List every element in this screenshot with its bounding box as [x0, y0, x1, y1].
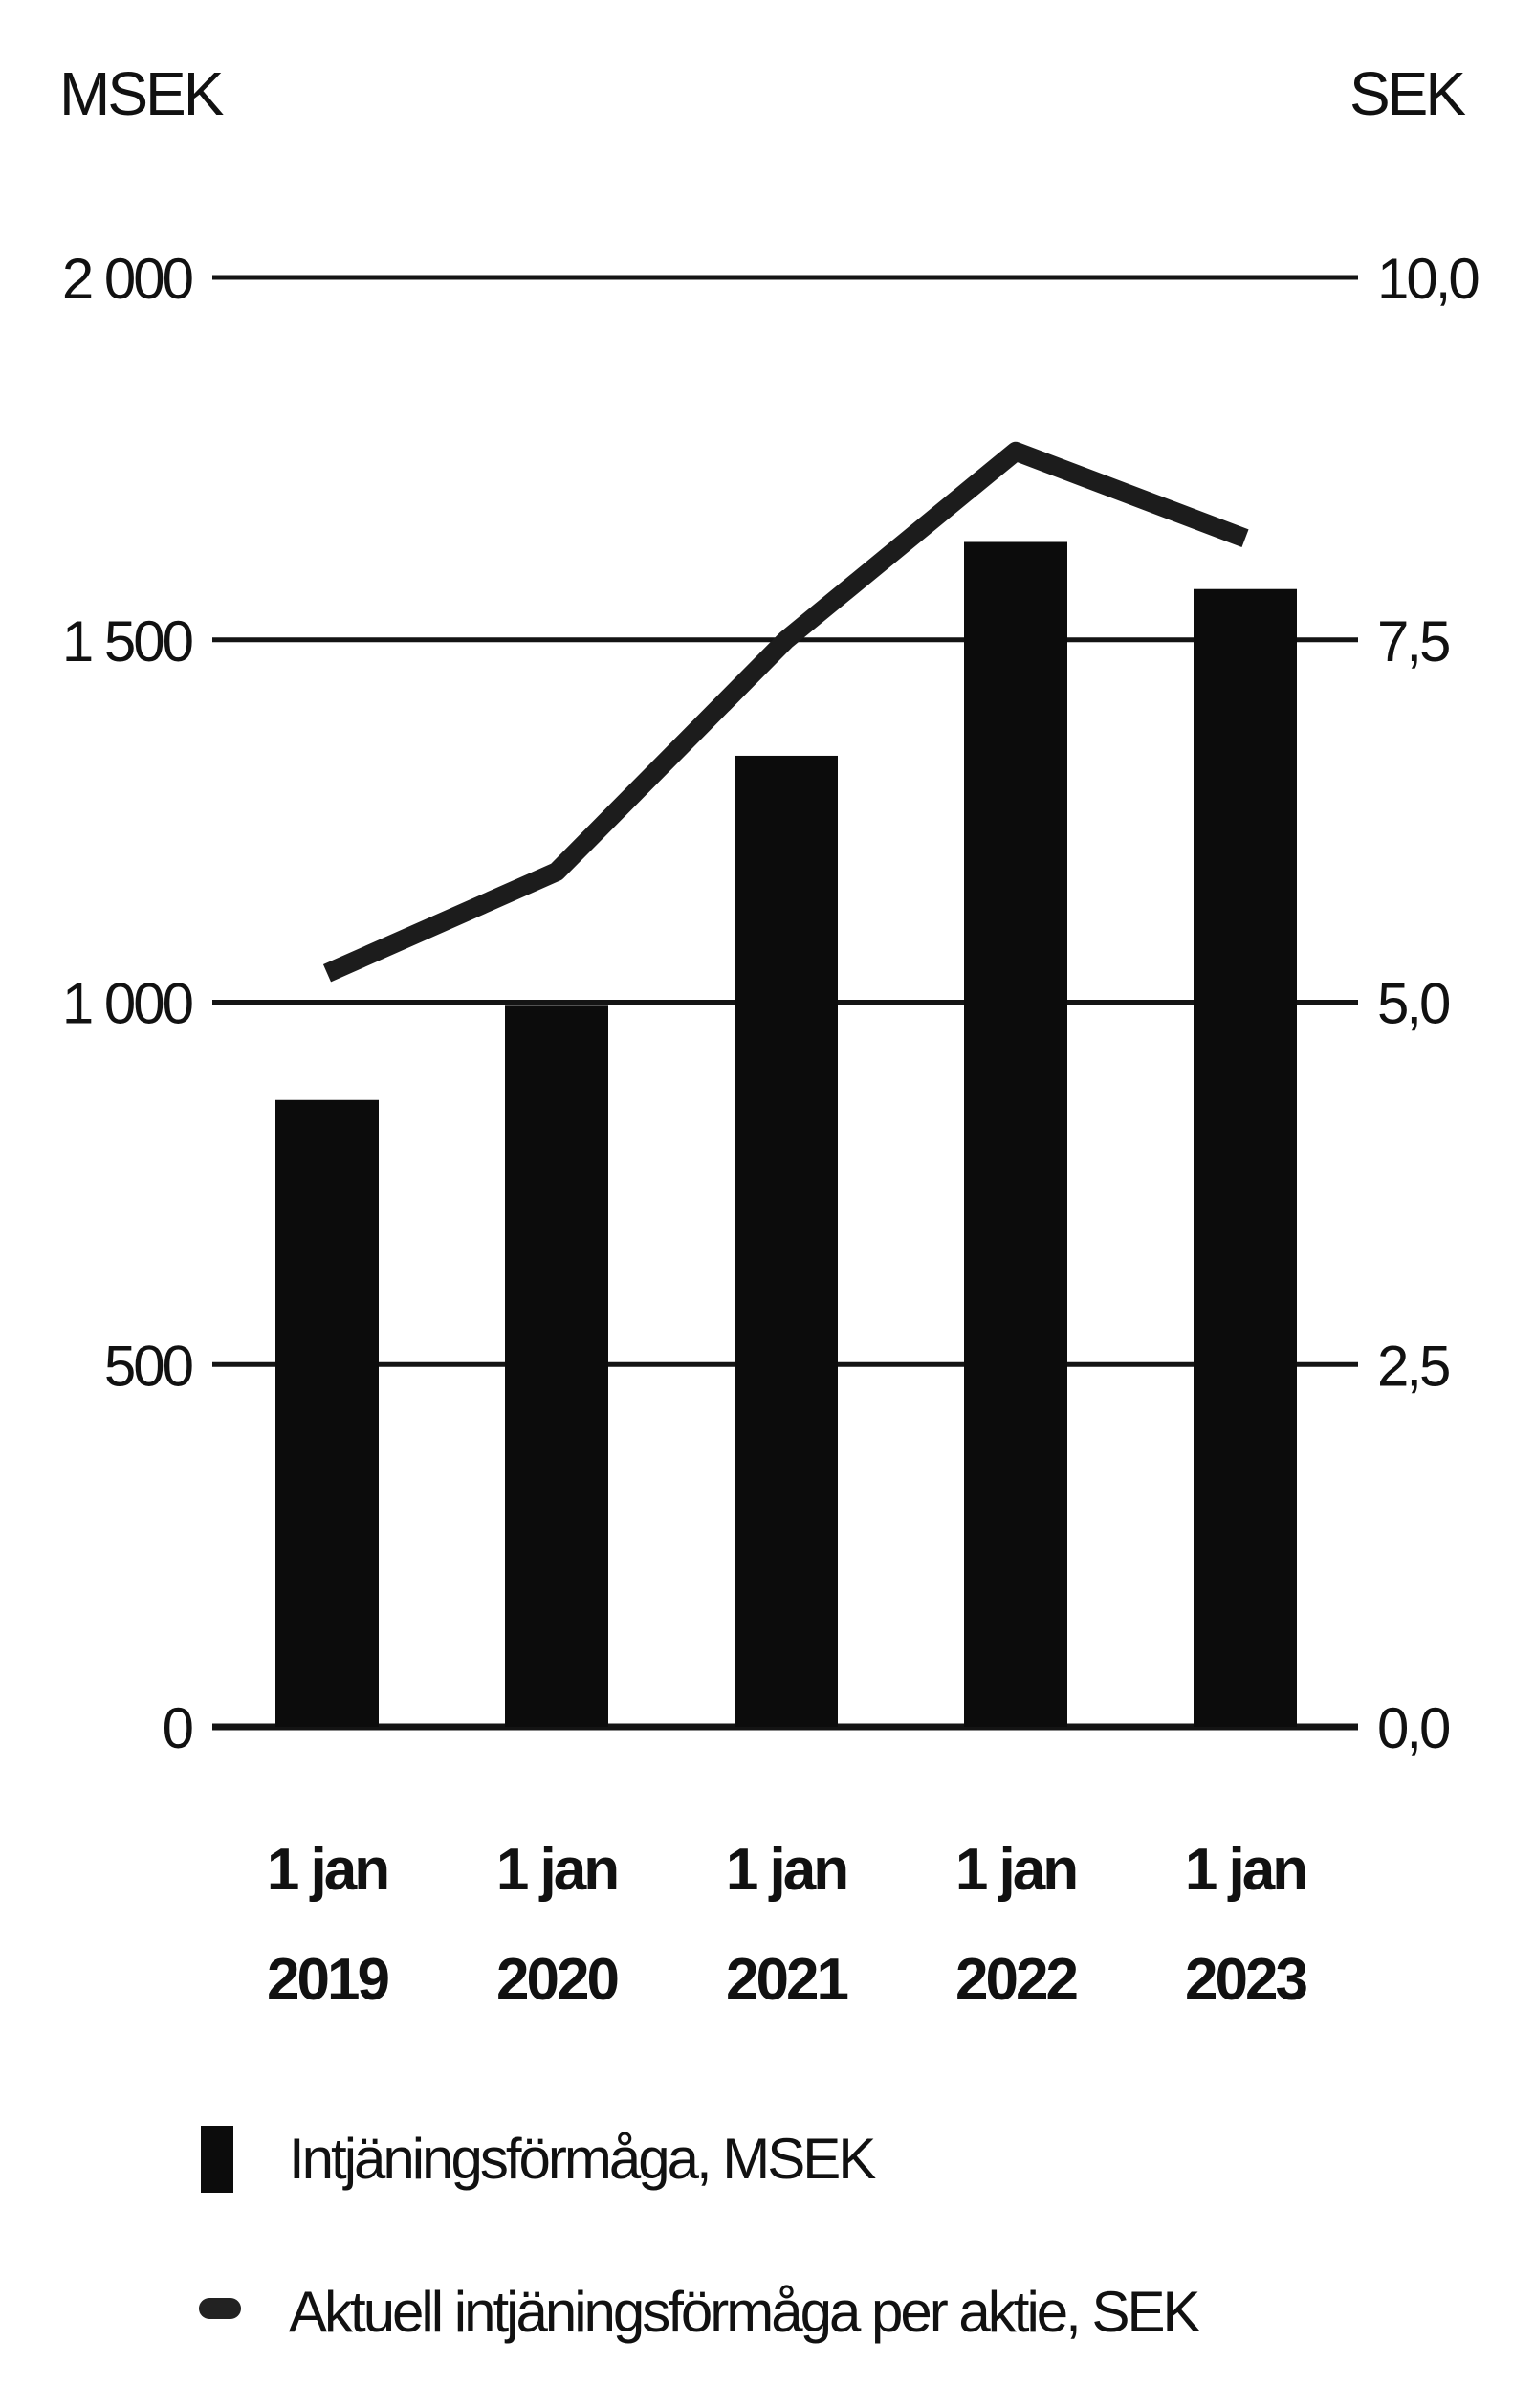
- bar: [505, 1005, 608, 1727]
- category-label-line1: 1 jan: [1185, 1837, 1305, 1903]
- right-tick-label: 0,0: [1377, 1696, 1450, 1760]
- legend-bar-swatch: [201, 2126, 233, 2193]
- category-label-line2: 2022: [955, 1947, 1076, 2013]
- left-tick-label: 0: [163, 1696, 193, 1760]
- right-tick-label: 10,0: [1377, 247, 1479, 311]
- legend-line-swatch: [199, 2298, 241, 2319]
- bar: [1194, 588, 1297, 1727]
- right-axis-title: SEK: [1349, 59, 1465, 128]
- category-label-line2: 2019: [267, 1947, 388, 2013]
- left-tick-label: 500: [104, 1334, 193, 1398]
- left-axis-title: MSEK: [59, 59, 224, 128]
- left-tick-label: 1 000: [62, 972, 193, 1036]
- bar: [275, 1099, 379, 1727]
- category-label-line2: 2021: [726, 1947, 847, 2013]
- bar-series: [275, 541, 1297, 1727]
- category-labels: 1 jan 2019 1 jan 2020 1 jan 2021 1 jan 2022 1 ja…: [267, 1837, 1310, 2013]
- bar: [735, 755, 838, 1727]
- left-tick-label: 1 500: [62, 609, 193, 674]
- right-tick-label: 2,5: [1377, 1334, 1449, 1398]
- category-label-line1: 1 jan: [267, 1837, 387, 1903]
- right-tick-label: 5,0: [1377, 972, 1450, 1036]
- legend-item-line: Aktuell intjäningsförmåga per aktie, SEK: [199, 2269, 1444, 2355]
- legend-bar-label: Intjäningsförmåga, MSEK: [289, 2127, 876, 2191]
- line-series: [322, 441, 1249, 983]
- line-series-path: [322, 441, 1249, 983]
- right-tick-label: 7,5: [1377, 609, 1449, 674]
- category-label-line2: 2020: [496, 1947, 617, 2013]
- category-label-line1: 1 jan: [496, 1837, 617, 1903]
- left-axis-ticks: 0 500 1 000 1 500 2 000: [62, 247, 196, 1760]
- right-axis-ticks: 0,0 2,5 5,0 7,5 10,0: [1377, 247, 1481, 1760]
- left-tick-label: 2 000: [62, 247, 193, 311]
- legend-line-label: Aktuell intjäningsförmåga per aktie, SEK: [289, 2280, 1201, 2344]
- category-label-line1: 1 jan: [726, 1837, 846, 1903]
- category-label-line1: 1 jan: [955, 1837, 1076, 1903]
- bar: [964, 541, 1067, 1727]
- category-label-line2: 2023: [1185, 1947, 1306, 2013]
- legend-item-bars: Intjäningsförmåga, MSEK: [201, 2116, 1444, 2202]
